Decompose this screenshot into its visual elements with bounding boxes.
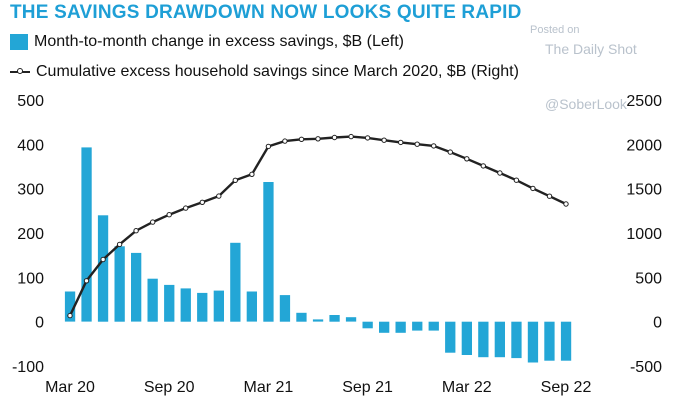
bar-apr-22 <box>478 321 489 358</box>
y-right-tick-label: 2000 <box>626 137 662 154</box>
line-point-mar-21 <box>265 143 272 150</box>
bar-jun-22 <box>511 321 522 359</box>
y-left-tick-label: 200 <box>17 226 44 243</box>
line-point-aug-20 <box>150 219 156 225</box>
legend-label-monthly-change: Month-to-month change in excess savings,… <box>34 33 404 50</box>
line-point-mar-22 <box>464 156 470 162</box>
y-right-tick-label: 2500 <box>626 93 662 110</box>
line-point-feb-21 <box>249 171 255 178</box>
bar-aug-21 <box>345 317 357 322</box>
bar-jun-21 <box>312 319 324 322</box>
bar-dec-20 <box>213 290 224 322</box>
line-point-dec-21 <box>414 141 420 147</box>
bar-mar-22 <box>461 321 472 355</box>
bar-aug-20 <box>147 278 158 322</box>
y-left-tick-label: 0 <box>35 315 44 332</box>
bar-jan-21 <box>230 242 241 322</box>
bar-may-21 <box>296 312 307 322</box>
line-point-sep-21 <box>364 135 371 141</box>
legend-line-swatch <box>10 64 30 80</box>
bar-jul-22 <box>527 321 539 363</box>
bar-jul-21 <box>329 315 340 322</box>
line-point-oct-21 <box>381 137 387 143</box>
bar-nov-21 <box>395 321 406 333</box>
line-point-jul-22 <box>530 185 536 192</box>
x-tick-label: Mar 20 <box>45 379 95 396</box>
bar-apr-20 <box>81 147 92 322</box>
line-point-dec-20 <box>216 193 222 199</box>
line-point-jun-21 <box>315 136 321 142</box>
watermark-posted-on: Posted on <box>530 24 580 36</box>
legend-entry-cumulative: Cumulative excess household savings sinc… <box>10 63 519 81</box>
bar-oct-20 <box>180 288 191 322</box>
line-point-jun-22 <box>513 177 520 183</box>
bar-sep-20 <box>164 284 175 322</box>
y-left-tick-label: 500 <box>17 93 44 110</box>
y-left-tick-label: -100 <box>12 359 44 376</box>
line-point-aug-22 <box>546 193 553 199</box>
line-point-apr-22 <box>480 163 486 169</box>
bar-nov-20 <box>197 292 208 322</box>
watermark-handle: @SoberLook <box>545 96 627 112</box>
y-right-tick-label: 500 <box>635 270 662 287</box>
line-point-jan-22 <box>431 143 437 149</box>
chart-title: THE SAVINGS DRAWDOWN NOW LOOKS QUITE RAP… <box>10 2 522 23</box>
y-right-tick-label: -500 <box>630 359 662 376</box>
x-tick-label: Mar 21 <box>244 379 294 396</box>
x-tick-label: Sep 20 <box>144 379 195 396</box>
y-left-tick-label: 100 <box>17 270 44 287</box>
bar-feb-22 <box>445 321 456 353</box>
line-point-jul-21 <box>331 134 338 141</box>
line-point-apr-21 <box>282 138 288 144</box>
legend-bar-swatch <box>10 34 28 50</box>
x-tick-label: Sep 22 <box>541 379 592 396</box>
line-point-may-22 <box>497 170 503 176</box>
bar-jun-20 <box>114 246 125 322</box>
bar-may-22 <box>494 321 505 358</box>
y-right-tick-label: 1500 <box>626 182 662 199</box>
line-point-sep-20 <box>166 212 172 218</box>
y-left-tick-label: 400 <box>17 137 44 154</box>
line-point-jul-20 <box>133 228 139 234</box>
bar-apr-21 <box>279 295 291 322</box>
line-point-nov-20 <box>199 199 206 206</box>
line-point-jan-21 <box>232 177 239 184</box>
line-point-oct-20 <box>183 205 189 211</box>
watermark-daily-shot: The Daily Shot <box>545 41 637 57</box>
line-point-jun-20 <box>116 241 123 248</box>
y-right-tick-label: 0 <box>653 315 662 332</box>
y-right-tick-label: 1000 <box>626 226 662 243</box>
bar-jan-22 <box>428 321 439 331</box>
bar-sep-21 <box>362 321 373 329</box>
bar-aug-22 <box>544 321 555 361</box>
legend-entry-monthly-change: Month-to-month change in excess savings,… <box>10 33 404 51</box>
bar-may-20 <box>97 215 109 322</box>
bar-sep-22 <box>560 321 572 361</box>
line-point-aug-21 <box>348 133 354 140</box>
legend-label-cumulative: Cumulative excess household savings sinc… <box>36 63 519 80</box>
line-point-mar-20 <box>67 312 73 319</box>
bar-oct-21 <box>379 321 390 333</box>
bar-feb-21 <box>246 291 257 322</box>
line-point-nov-21 <box>398 139 404 146</box>
line-point-may-20 <box>100 256 106 263</box>
bar-mar-21 <box>263 182 274 322</box>
bar-dec-21 <box>412 321 423 331</box>
bar-mar-20 <box>64 291 76 322</box>
line-point-feb-22 <box>447 149 453 155</box>
y-left-tick-label: 300 <box>17 182 44 199</box>
x-tick-label: Mar 22 <box>442 379 492 396</box>
x-tick-label: Sep 21 <box>342 379 393 396</box>
line-point-sep-22 <box>563 201 569 207</box>
cumulative-savings-line <box>68 135 567 317</box>
line-point-may-21 <box>298 136 305 143</box>
bar-jul-20 <box>131 252 142 322</box>
line-point-apr-20 <box>83 278 90 284</box>
